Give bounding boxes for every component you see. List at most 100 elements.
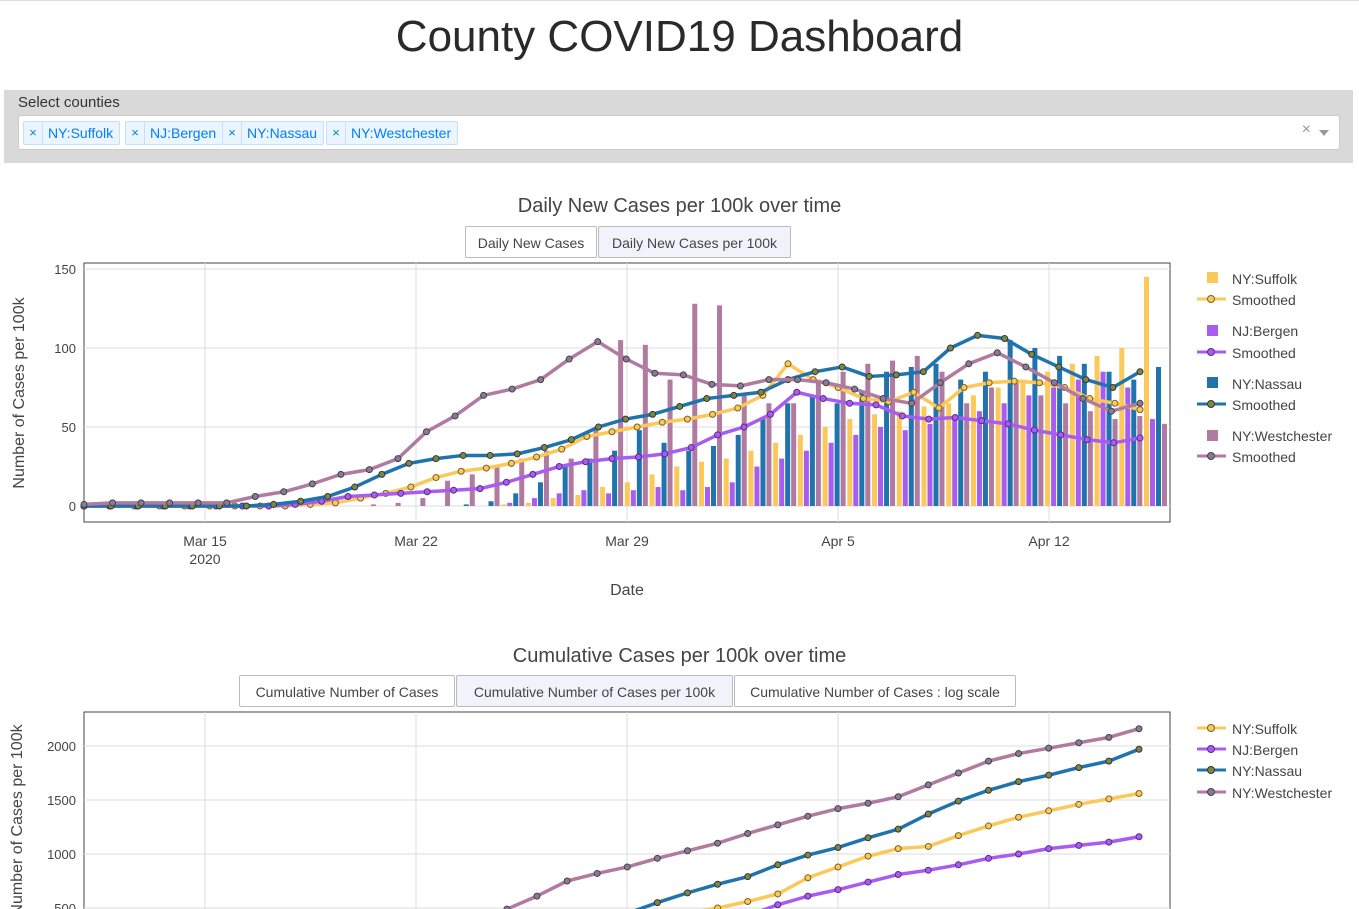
smoothed-point bbox=[80, 502, 88, 510]
cumulative-point bbox=[714, 904, 722, 909]
smoothed-point bbox=[822, 379, 830, 387]
bar bbox=[686, 450, 692, 506]
smoothed-point bbox=[892, 371, 900, 379]
bar bbox=[600, 487, 606, 506]
x-tick-year: 2020 bbox=[189, 551, 220, 567]
smoothed-point bbox=[740, 423, 748, 431]
smoothed-point bbox=[583, 432, 591, 440]
smoothed-point bbox=[133, 502, 141, 510]
smoothed-point bbox=[331, 499, 339, 507]
bar bbox=[1106, 371, 1112, 506]
smoothed-point bbox=[80, 500, 88, 508]
x-tick-label: Mar 15 bbox=[183, 533, 227, 549]
plot-frame bbox=[83, 711, 1171, 909]
remove-chip-icon[interactable]: × bbox=[223, 122, 242, 144]
cumulative-point bbox=[1015, 813, 1023, 821]
y-tick-label: 2000 bbox=[47, 739, 76, 754]
smoothed-point bbox=[106, 502, 114, 510]
bar bbox=[914, 355, 920, 506]
cumulative-point bbox=[1135, 745, 1143, 753]
bar bbox=[661, 442, 667, 506]
legend-marker bbox=[1207, 400, 1215, 408]
chip-label: NY:Suffolk bbox=[48, 125, 114, 141]
smoothed-point bbox=[661, 450, 669, 458]
bar bbox=[828, 442, 834, 506]
smoothed-point bbox=[687, 444, 695, 452]
smoothed-point bbox=[865, 372, 873, 380]
smoothed-point bbox=[708, 380, 716, 388]
bar bbox=[630, 490, 636, 506]
cumulative-log-scale-button[interactable]: Cumulative Number of Cases : log scale bbox=[734, 675, 1016, 707]
smoothed-point bbox=[1086, 395, 1094, 403]
cumulative-point bbox=[924, 866, 932, 874]
smoothed-point bbox=[960, 384, 968, 391]
cumulative-per-100k-button[interactable]: Cumulative Number of Cases per 100k bbox=[456, 675, 733, 707]
smoothed-point bbox=[714, 431, 722, 439]
cumulative-point bbox=[804, 874, 812, 882]
bar bbox=[964, 403, 970, 506]
cumulative-point bbox=[774, 901, 782, 909]
smoothed-point bbox=[703, 395, 711, 403]
smoothed-point bbox=[985, 379, 993, 387]
cumulative-point bbox=[985, 757, 992, 765]
smoothed-point bbox=[1079, 395, 1087, 403]
smoothed-point bbox=[370, 491, 378, 499]
daily-new-cases-per-100k-button[interactable]: Daily New Cases per 100k bbox=[598, 226, 791, 258]
x-tick-label: Apr 5 bbox=[821, 533, 855, 549]
smoothed-point bbox=[608, 455, 616, 463]
smoothed-point bbox=[105, 502, 113, 510]
bar bbox=[809, 395, 815, 506]
remove-chip-icon[interactable]: × bbox=[327, 122, 346, 144]
smoothed-point bbox=[107, 502, 115, 510]
remove-chip-icon[interactable]: × bbox=[126, 122, 145, 144]
cumulative-point bbox=[804, 892, 812, 900]
smoothed-point bbox=[1050, 379, 1058, 387]
legend-marker bbox=[1207, 788, 1215, 796]
cumulative-line bbox=[506, 727, 1140, 909]
smoothed-point bbox=[242, 502, 250, 510]
smoothed-point bbox=[1057, 431, 1065, 439]
smoothed-line bbox=[83, 339, 1141, 507]
smoothed-point bbox=[765, 376, 773, 384]
cumulative-point bbox=[1075, 800, 1083, 808]
cumulative-point bbox=[954, 861, 962, 869]
smoothed-point bbox=[594, 423, 602, 431]
smoothed-point bbox=[736, 382, 744, 390]
gridlines bbox=[84, 263, 1170, 522]
cumulative-point bbox=[924, 781, 932, 789]
bar bbox=[370, 504, 376, 506]
cumulative-point bbox=[774, 821, 782, 829]
bar bbox=[612, 450, 618, 506]
smoothed-point bbox=[766, 410, 774, 418]
smoothed-point bbox=[978, 417, 986, 425]
smoothed-point bbox=[188, 502, 196, 510]
bar bbox=[717, 305, 722, 506]
smoothed-point bbox=[306, 500, 314, 508]
clear-all-icon[interactable]: × bbox=[1301, 121, 1311, 138]
smoothed-point bbox=[186, 502, 194, 510]
chevron-down-icon[interactable] bbox=[1319, 130, 1329, 136]
cumulative-number-button[interactable]: Cumulative Number of Cases bbox=[239, 675, 455, 707]
daily-new-cases-button[interactable]: Daily New Cases bbox=[465, 226, 597, 258]
smoothed-point bbox=[80, 502, 88, 510]
cumulative-point bbox=[1045, 845, 1053, 853]
smoothed-point bbox=[1035, 379, 1043, 387]
remove-chip-icon[interactable]: × bbox=[24, 122, 43, 144]
county-multiselect[interactable]: × NY:Suffolk × NJ:Bergen × NY:Nassau × N… bbox=[18, 115, 1340, 150]
bar bbox=[797, 434, 803, 506]
legend-marker bbox=[1207, 348, 1215, 356]
bar bbox=[1038, 395, 1044, 506]
smoothed-point bbox=[1136, 368, 1144, 376]
bar bbox=[642, 344, 648, 506]
bar bbox=[884, 371, 890, 506]
chip-nj-bergen: × NJ:Bergen bbox=[125, 121, 224, 145]
legend-label: NJ:Bergen bbox=[1232, 323, 1298, 339]
bar-series bbox=[370, 276, 1167, 506]
smoothed-point bbox=[633, 423, 641, 431]
smoothed-point bbox=[679, 371, 687, 379]
chart1-title: Daily New Cases per 100k over time bbox=[517, 195, 842, 217]
smoothed-point bbox=[422, 428, 430, 436]
smoothed-point bbox=[502, 478, 510, 486]
page-title: County COVID19 Dashboard bbox=[395, 12, 964, 61]
cumulative-point bbox=[1075, 764, 1083, 772]
